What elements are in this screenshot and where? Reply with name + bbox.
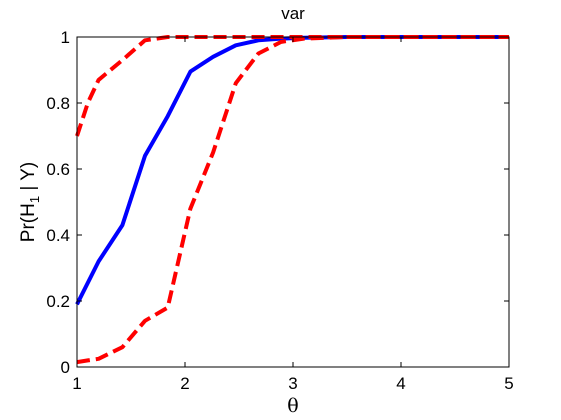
chart-title: var [281,4,305,23]
plot-frame [76,36,510,368]
x-tick-label: 4 [396,374,405,393]
x-tick-label: 1 [72,374,81,393]
y-axis-label-prefix: Pr(H [18,203,39,242]
y-axis-label-suffix: | Y) [18,162,39,196]
y-axis-label-subscript: 1 [27,196,42,203]
y-tick-label: 0.8 [46,94,70,113]
x-tick-label: 2 [180,374,189,393]
y-tick-label: 0 [61,358,70,377]
y-tick-label: 1 [61,28,70,47]
series-line-lower-bound [76,35,509,365]
x-tick-label: 3 [288,374,297,393]
y-tick-label: 0.6 [46,160,70,179]
series-layer [75,35,509,365]
series-line-upper-bound [75,35,509,137]
x-axis-label: θ [287,395,298,417]
x-tick-label: 5 [504,374,513,393]
y-tick-label: 0.2 [46,292,70,311]
series-line-mean [75,35,509,306]
y-axis-label: Pr(H1 | Y) [18,162,42,242]
tick-layer: 1 2 3 4 5 0 0.2 0.4 0.6 0.8 1 [46,28,513,393]
y-tick-label: 0.4 [46,226,70,245]
